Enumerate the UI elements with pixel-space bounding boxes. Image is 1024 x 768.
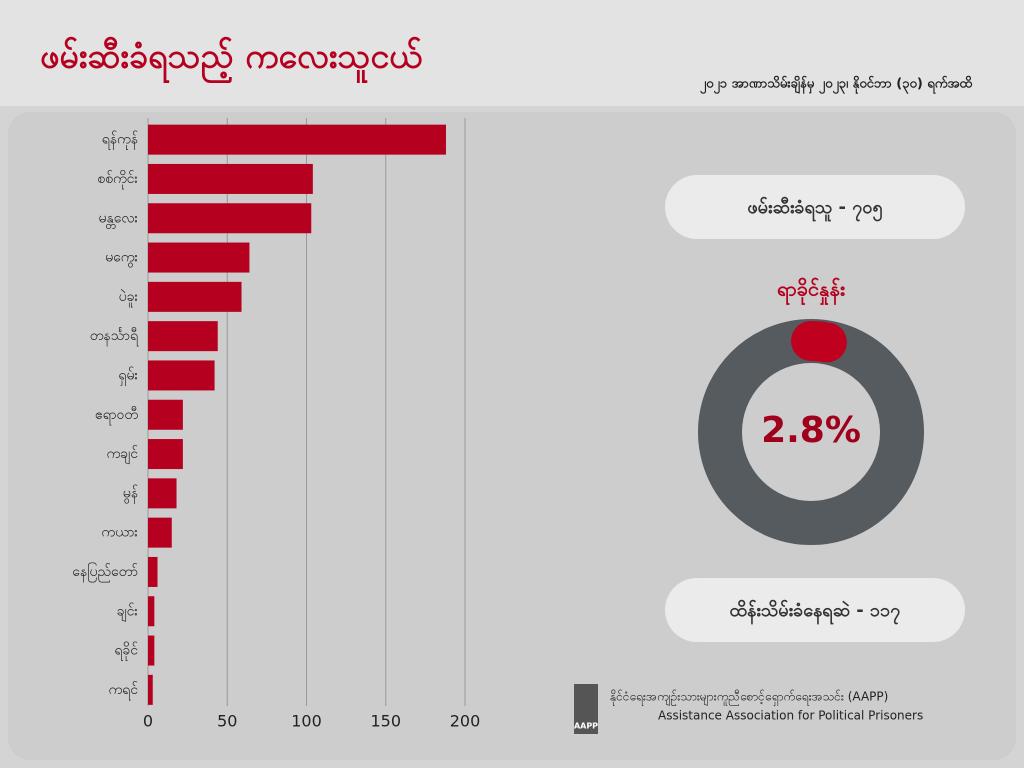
bar <box>148 281 242 312</box>
org-name-en: Assistance Association for Political Pri… <box>658 709 923 723</box>
y-tick-label: တနင်္သာရီ <box>90 328 139 346</box>
logo-icon <box>574 684 598 734</box>
bar <box>148 124 446 155</box>
x-tick-label: 0 <box>143 712 153 731</box>
bar <box>148 399 183 430</box>
logo-text: AAPP <box>574 722 598 731</box>
y-tick-label: ကချင် <box>106 446 138 464</box>
stat-pill <box>665 175 965 239</box>
bar <box>148 635 155 666</box>
y-tick-label: နေပြည်တော် <box>72 563 138 582</box>
stat-text: ထိန်းသိမ်းခံနေရဆဲ - ၁၁၇ <box>730 599 901 625</box>
y-tick-label: ချင်း <box>117 603 139 621</box>
bar <box>148 596 155 627</box>
y-tick-label: ဧရာဝတီ <box>95 407 139 425</box>
org-name: နိုင်ငံရေးအကျဉ်းသားများကူညီစောင့်ရှောက်ရ… <box>610 689 888 707</box>
stat-pill <box>665 578 965 642</box>
y-tick-label: ကရင် <box>108 682 138 700</box>
donut-label: 2.8% <box>761 410 861 451</box>
bar <box>148 674 153 705</box>
y-tick-label: မန္တလေး <box>98 210 138 228</box>
y-tick-label: မကွေး <box>105 250 138 268</box>
bar <box>148 360 215 391</box>
header-band <box>0 0 1024 106</box>
bar <box>148 321 218 352</box>
bar <box>148 478 177 509</box>
y-tick-label: မွန် <box>123 485 138 503</box>
bar <box>148 242 250 273</box>
x-tick-label: 50 <box>217 712 237 731</box>
y-tick-label: ရှမ်း <box>118 367 138 385</box>
title: ဖမ်းဆီးခံရသည့် ကလေးသူငယ် <box>40 37 422 84</box>
x-tick-label: 150 <box>370 712 401 731</box>
y-tick-label: ရခိုင် <box>114 643 138 661</box>
stat-text: ဖမ်းဆီးခံရသူ - ၇၀၅ <box>747 196 882 222</box>
y-tick-label: ကယား <box>101 525 138 541</box>
y-tick-label: စစ်ကိုင်း <box>97 171 138 189</box>
x-tick-label: 200 <box>450 712 481 731</box>
y-tick-label: ရန်ကုန် <box>102 132 138 150</box>
y-tick-label: ပဲခူး <box>119 289 139 307</box>
bar <box>148 556 158 587</box>
bar <box>148 163 313 194</box>
bar <box>148 203 312 234</box>
donut-slice <box>791 321 847 363</box>
bar <box>148 517 172 548</box>
x-tick-label: 100 <box>291 712 322 731</box>
subtitle: ၂၀၂၁ အာဏာသိမ်းချိန်မှ ၂၀၂၃၊ နိုဝင်ဘာ (၃၀… <box>700 75 973 95</box>
bar <box>148 439 183 470</box>
